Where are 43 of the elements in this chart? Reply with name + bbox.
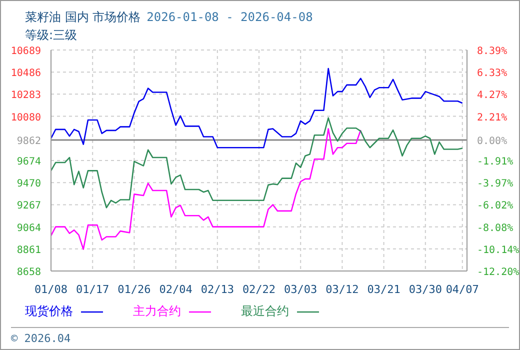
x-tick-label: 03/21 <box>367 282 400 296</box>
legend-label: 现货价格 <box>25 303 74 320</box>
x-tick-label: 04/07 <box>446 282 479 296</box>
y2-tick-label: 4.27% <box>477 90 508 102</box>
x-tick-label: 02/22 <box>242 282 276 296</box>
y-tick-label: 10283 <box>10 90 41 102</box>
y2-tick-label: 0.00% <box>477 136 508 148</box>
x-tick-label: 01/17 <box>76 282 110 296</box>
y-tick-label: 8658 <box>16 267 41 278</box>
y-tick-label: 8861 <box>16 244 41 256</box>
x-tick-label: 01/26 <box>118 282 151 296</box>
y2-tick-label: 2.21% <box>477 112 508 124</box>
text: © 2026.04 <box>11 332 71 345</box>
y-tick-label: 9267 <box>16 200 41 212</box>
y-tick-label: 9064 <box>16 222 41 234</box>
y2-tick-label: 6.33% <box>477 68 508 80</box>
line-series <box>51 128 362 250</box>
y2-tick-label: -3.97% <box>477 178 514 190</box>
legend-label: 最近合约 <box>241 303 290 320</box>
y2-tick-label: -8.08% <box>477 222 514 234</box>
y-tick-label: 10080 <box>10 112 41 124</box>
x-tick-label: 02/04 <box>159 282 193 296</box>
chart-title: 菜籽油 国内 市场价格 <box>25 10 141 24</box>
x-tick-label: 03/03 <box>284 282 318 296</box>
x-tick-label: 02/13 <box>200 282 234 296</box>
chart-subtitle: 2026-01-08 - 2026-04-08 <box>146 10 313 24</box>
line-series <box>51 68 464 148</box>
x-tick-label: 01/08 <box>34 282 68 296</box>
y2-tick-label: -10.14% <box>477 244 520 256</box>
y-tick-label: 10486 <box>10 68 41 80</box>
y2-tick-label: -6.02% <box>477 200 514 212</box>
x-tick-label: 03/30 <box>408 282 442 296</box>
y2-tick-label: 8.39% <box>477 46 508 57</box>
text: 等级:三级 <box>25 27 78 44</box>
y2-tick-label: -1.91% <box>477 156 514 168</box>
y-tick-label: 9470 <box>16 178 41 190</box>
y-tick-label: 9674 <box>16 156 41 168</box>
line-series <box>51 117 464 208</box>
x-tick-label: 03/12 <box>326 282 359 296</box>
y2-tick-label: -12.20% <box>477 267 520 278</box>
legend-label: 主力合约 <box>133 303 182 320</box>
y-tick-label: 10689 <box>10 46 41 57</box>
y-tick-label: 9862 <box>16 136 41 147</box>
